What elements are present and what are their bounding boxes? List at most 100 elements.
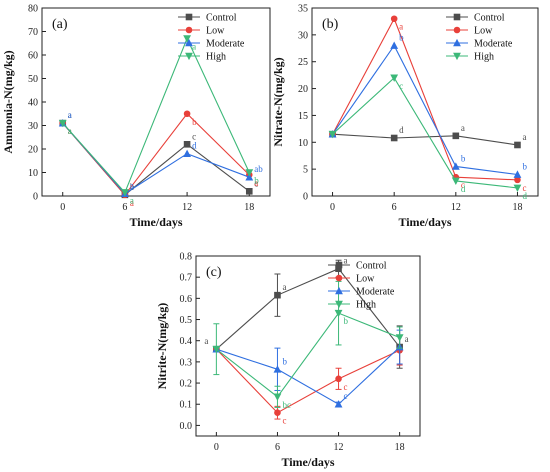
significance-label: c bbox=[461, 180, 465, 190]
x-tick-label: 12 bbox=[182, 202, 192, 213]
data-point bbox=[513, 184, 522, 193]
y-tick-label: 0.0 bbox=[180, 421, 193, 432]
data-point bbox=[335, 265, 342, 273]
y-tick-label: 0.4 bbox=[180, 336, 193, 347]
panel-b-nitrate-chart: 0 6 12 18 0 5 10 15 20 25 30 35 Time/days Nitrate-N(m… bbox=[271, 4, 539, 229]
significance-label: a bbox=[130, 198, 134, 208]
data-point bbox=[121, 189, 129, 197]
y-axis-label: Ammonia-N(mg/kg) bbox=[1, 50, 15, 153]
legend-marker bbox=[335, 274, 343, 282]
significance-label: a bbox=[344, 256, 348, 266]
data-point bbox=[245, 169, 254, 177]
y-tick-label: 15 bbox=[298, 111, 308, 122]
significance-label: b bbox=[282, 356, 287, 366]
significance-label: a bbox=[192, 42, 196, 52]
y-tick-label: 0 bbox=[33, 192, 38, 203]
legend-entry: Low bbox=[474, 26, 493, 37]
data-point bbox=[390, 41, 399, 49]
significance-label: b bbox=[522, 162, 527, 172]
significance-label: a bbox=[405, 334, 409, 344]
data-point bbox=[514, 176, 521, 184]
data-point bbox=[274, 291, 281, 299]
x-tick-label: 6 bbox=[392, 202, 397, 213]
data-point bbox=[245, 173, 254, 181]
series-control: a a a a bbox=[204, 256, 409, 369]
significance-label: ab bbox=[254, 164, 263, 174]
significance-label: a bbox=[130, 181, 134, 191]
significance-label: d bbox=[192, 141, 197, 151]
legend-marker bbox=[453, 52, 461, 61]
y-tick-label: 0.5 bbox=[180, 315, 193, 326]
y-tick-label: 60 bbox=[28, 51, 38, 62]
legend-entry: High bbox=[356, 300, 376, 311]
significance-label: b bbox=[399, 33, 404, 43]
legend-entry: Moderate bbox=[356, 287, 395, 298]
legend-marker bbox=[335, 261, 343, 269]
significance-label: a bbox=[68, 110, 72, 120]
legend-marker bbox=[185, 38, 193, 47]
significance-label: a bbox=[522, 132, 526, 142]
y-tick-label: 0.7 bbox=[180, 273, 193, 284]
data-point bbox=[212, 345, 221, 354]
x-tick-label: 6 bbox=[122, 202, 127, 213]
y-tick-label: 0 bbox=[303, 192, 308, 203]
legend-entry: Moderate bbox=[474, 39, 513, 50]
y-tick-label: 25 bbox=[298, 57, 308, 68]
x-tick-label: 18 bbox=[244, 202, 254, 213]
significance-label: b bbox=[254, 176, 259, 186]
legend-entry: Low bbox=[356, 274, 375, 285]
y-tick-label: 10 bbox=[298, 138, 308, 149]
legend-entry: High bbox=[474, 52, 494, 63]
x-tick-label: 0 bbox=[214, 442, 219, 453]
significance-label: d bbox=[399, 125, 404, 135]
y-tick-label: 0.8 bbox=[180, 252, 193, 263]
legend-marker bbox=[453, 13, 461, 21]
significance-label: b bbox=[130, 182, 135, 192]
x-axis-label: Time/days bbox=[129, 215, 182, 229]
significance-label: a bbox=[461, 123, 465, 133]
significance-label: c bbox=[254, 178, 258, 188]
data-point bbox=[274, 409, 281, 417]
significance-label: c bbox=[522, 183, 526, 193]
legend-marker bbox=[453, 38, 461, 47]
significance-label: a bbox=[68, 110, 72, 120]
legend-marker bbox=[335, 286, 343, 295]
y-tick-label: 10 bbox=[28, 168, 38, 179]
panel-a-ammonia-chart: 0 6 12 18 0 10 20 30 40 50 60 70 80 Time/days Ammonia-… bbox=[1, 4, 271, 229]
series-line bbox=[62, 122, 250, 196]
legend-entry: Control bbox=[474, 13, 505, 24]
data-point bbox=[245, 188, 253, 195]
y-axis-label: Nitrate-N(mg/kg) bbox=[271, 57, 285, 146]
legend-entry: Control bbox=[356, 261, 387, 272]
series-line bbox=[332, 17, 518, 181]
significance-label: c bbox=[399, 81, 403, 91]
x-tick-label: 12 bbox=[334, 442, 344, 453]
plot-frame bbox=[311, 7, 539, 197]
data-point bbox=[58, 119, 67, 128]
y-tick-label: 5 bbox=[303, 165, 308, 176]
y-tick-label: 0.3 bbox=[180, 357, 193, 368]
data-point bbox=[452, 132, 460, 140]
y-tick-label: 30 bbox=[298, 30, 308, 41]
data-point bbox=[328, 130, 337, 139]
series-control: d aa bbox=[329, 123, 526, 149]
data-point bbox=[183, 149, 191, 157]
data-point bbox=[513, 170, 522, 178]
y-tick-label: 0.2 bbox=[180, 379, 193, 390]
series-line bbox=[215, 348, 400, 414]
panel-label: (a) bbox=[52, 17, 68, 32]
x-tick-label: 0 bbox=[60, 202, 65, 213]
x-axis-label: Time/days bbox=[281, 455, 334, 469]
y-axis-label: Nitrite-N(mg/kg) bbox=[155, 303, 169, 390]
data-point bbox=[390, 15, 398, 23]
y-tick-label: 35 bbox=[298, 4, 308, 15]
series-low: cc bbox=[213, 334, 403, 426]
data-point bbox=[514, 141, 521, 149]
series-line bbox=[62, 122, 250, 195]
x-tick-label: 0 bbox=[330, 202, 335, 213]
significance-label: c bbox=[344, 382, 348, 392]
series-moderate: b b b bbox=[328, 33, 527, 178]
significance-label: d bbox=[461, 184, 466, 194]
significance-label: a bbox=[204, 336, 208, 346]
